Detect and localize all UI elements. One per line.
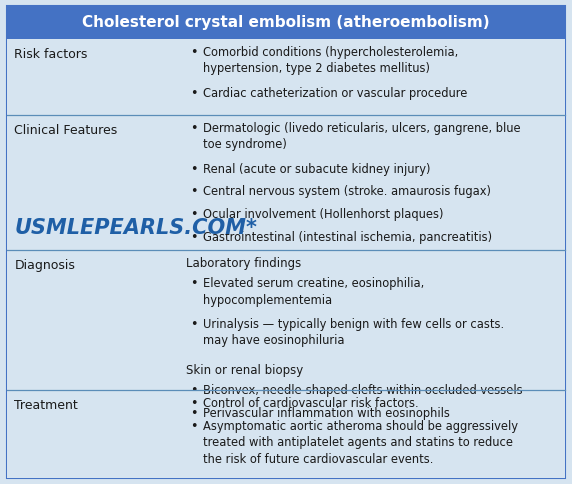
- Text: Cardiac catheterization or vascular procedure: Cardiac catheterization or vascular proc…: [203, 87, 467, 100]
- Text: Central nervous system (stroke. amaurosis fugax): Central nervous system (stroke. amaurosi…: [203, 185, 491, 198]
- Text: Clinical Features: Clinical Features: [14, 124, 118, 137]
- Text: •: •: [190, 208, 198, 221]
- Bar: [7, 6, 565, 39]
- Text: Treatment: Treatment: [14, 399, 78, 412]
- Text: •: •: [190, 163, 198, 176]
- Text: •: •: [190, 122, 198, 135]
- Text: Asymptomatic aortic atheroma should be aggressively
treated with antiplatelet ag: Asymptomatic aortic atheroma should be a…: [203, 420, 518, 466]
- Bar: [7, 250, 565, 390]
- Text: Control of cardiovascular risk factors.: Control of cardiovascular risk factors.: [203, 397, 419, 410]
- Bar: [7, 390, 565, 478]
- Text: •: •: [190, 185, 198, 198]
- Bar: [7, 115, 565, 250]
- Text: •: •: [190, 318, 198, 331]
- Text: •: •: [190, 397, 198, 410]
- Text: USMLEPEARLS.COM*: USMLEPEARLS.COM*: [14, 218, 257, 238]
- Text: Diagnosis: Diagnosis: [14, 259, 75, 272]
- Bar: [7, 39, 565, 115]
- Text: Risk factors: Risk factors: [14, 48, 88, 61]
- Text: •: •: [190, 277, 198, 290]
- Text: Perivascular inflammation with eosinophils: Perivascular inflammation with eosinophi…: [203, 407, 450, 420]
- Text: Biconvex, needle-shaped clefts within occluded vessels: Biconvex, needle-shaped clefts within oc…: [203, 384, 523, 397]
- Text: Ocular involvement (Hollenhorst plaques): Ocular involvement (Hollenhorst plaques): [203, 208, 443, 221]
- Text: •: •: [190, 420, 198, 433]
- Text: Cholesterol crystal embolism (atheroembolism): Cholesterol crystal embolism (atheroembo…: [82, 15, 490, 30]
- Text: •: •: [190, 231, 198, 244]
- Text: Gastrointestinal (intestinal ischemia, pancreatitis): Gastrointestinal (intestinal ischemia, p…: [203, 231, 492, 244]
- Text: Urinalysis — typically benign with few cells or casts.
may have eosinophiluria: Urinalysis — typically benign with few c…: [203, 318, 504, 348]
- Text: Renal (acute or subacute kidney injury): Renal (acute or subacute kidney injury): [203, 163, 431, 176]
- Text: •: •: [190, 87, 198, 100]
- Text: •: •: [190, 407, 198, 420]
- Text: •: •: [190, 46, 198, 59]
- Text: Elevated serum creatine, eosinophilia,
hypocomplementemia: Elevated serum creatine, eosinophilia, h…: [203, 277, 424, 306]
- Text: Skin or renal biopsy: Skin or renal biopsy: [186, 364, 303, 377]
- Text: Dermatologic (livedo reticularis, ulcers, gangrene, blue
toe syndrome): Dermatologic (livedo reticularis, ulcers…: [203, 122, 521, 151]
- Text: Comorbid conditions (hypercholesterolemia,
hypertension, type 2 diabetes mellitu: Comorbid conditions (hypercholesterolemi…: [203, 46, 458, 76]
- Text: •: •: [190, 384, 198, 397]
- Text: Laboratory findings: Laboratory findings: [186, 257, 301, 270]
